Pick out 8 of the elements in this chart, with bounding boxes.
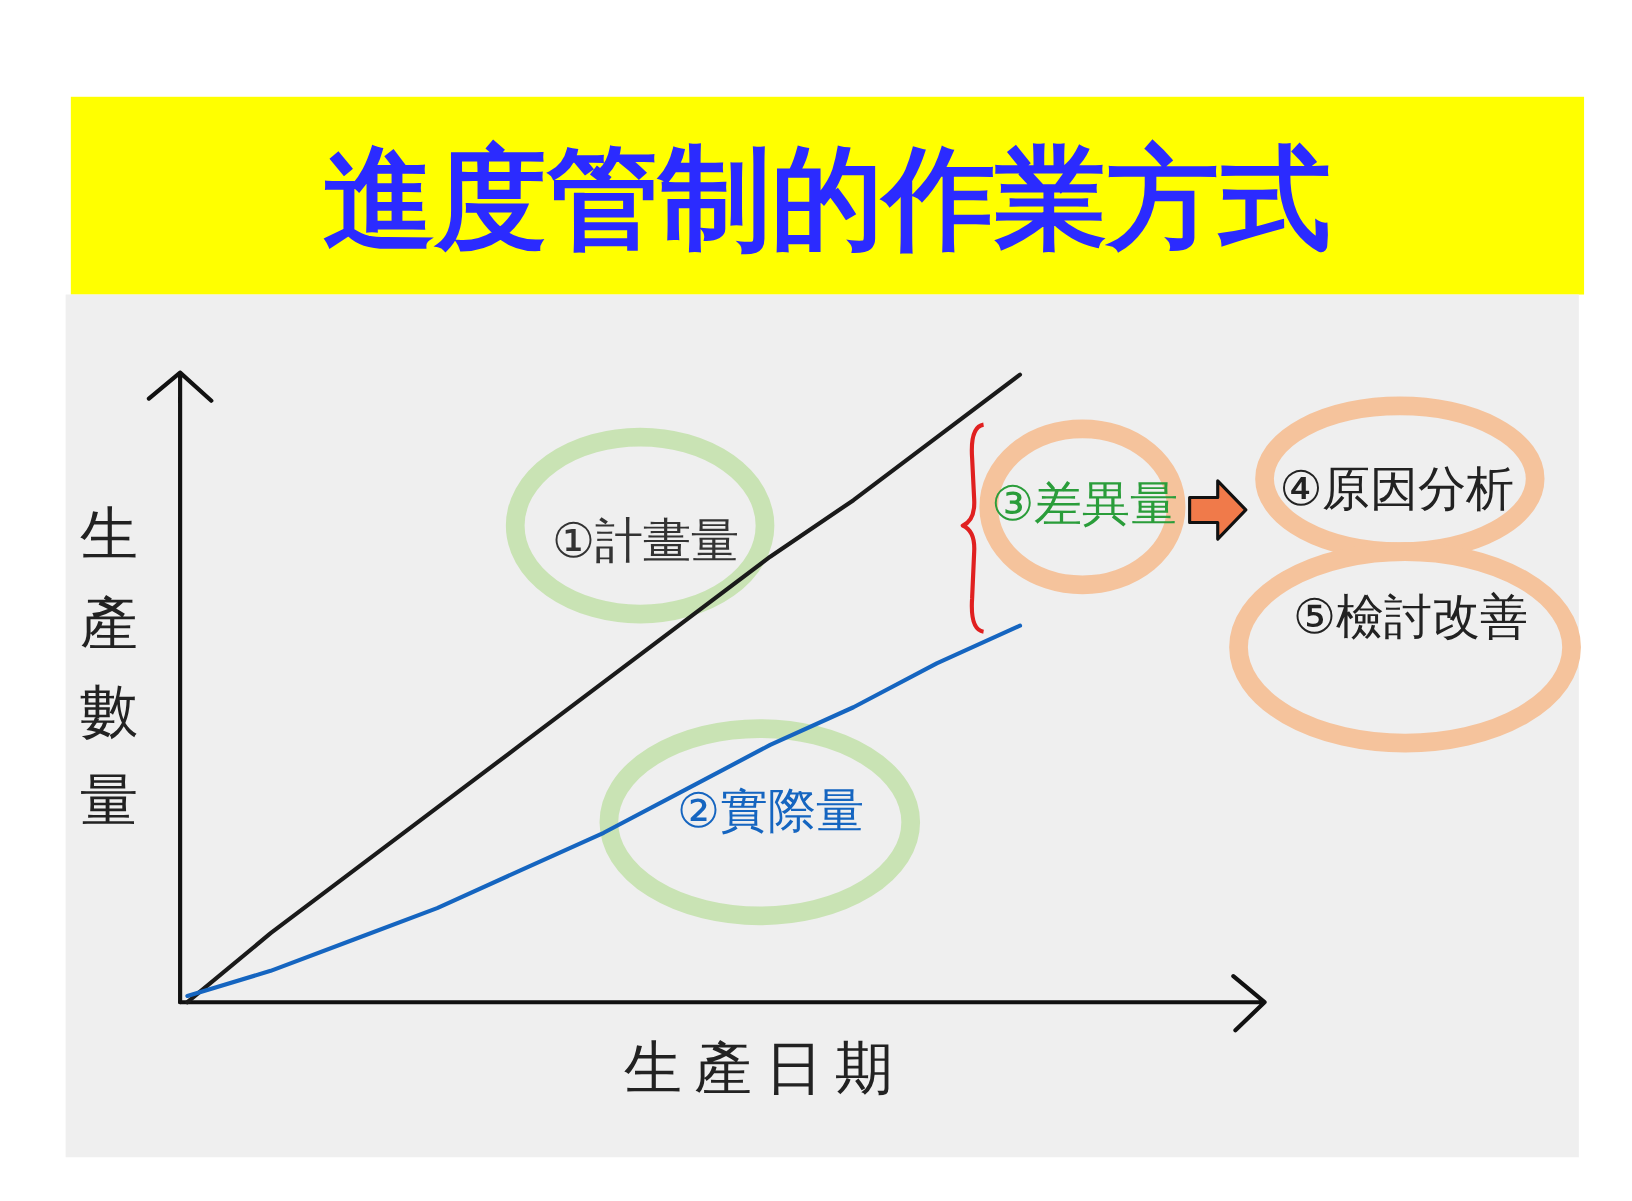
- annotation: ③差異量: [991, 476, 1178, 532]
- x-axis-title: 生產日期: [624, 1033, 906, 1102]
- chart-title: 進度管制的作業方式: [323, 133, 1332, 265]
- annotation: ②實際量: [676, 783, 864, 839]
- annotation: ①計畫量: [551, 512, 739, 568]
- text: ④原因分析: [1279, 460, 1515, 516]
- text: ⑤檢討改善: [1292, 588, 1528, 644]
- y-axis-title: 生產數量: [80, 500, 139, 834]
